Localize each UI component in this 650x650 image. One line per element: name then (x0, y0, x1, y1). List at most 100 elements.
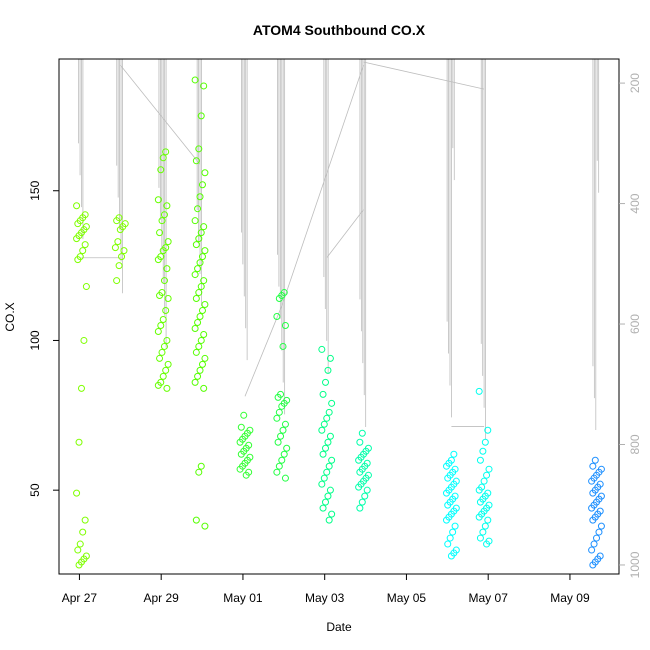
data-point (118, 253, 126, 261)
data-point (76, 540, 84, 548)
data-point (323, 468, 331, 476)
data-point (194, 205, 202, 213)
data-point (240, 411, 248, 419)
y-tick-label: 100 (28, 330, 42, 350)
data-point (320, 420, 328, 428)
data-point (475, 486, 483, 494)
y-tick-label: 50 (28, 483, 42, 497)
data-point (443, 462, 451, 470)
data-point (328, 510, 336, 518)
data-point (194, 372, 202, 380)
data-point (319, 450, 327, 458)
data-point (80, 336, 88, 344)
data-point (162, 307, 170, 315)
data-point (197, 462, 205, 470)
data-point (475, 513, 483, 521)
data-point (200, 277, 208, 285)
data-point (163, 202, 171, 210)
data-point (483, 540, 491, 548)
data-point (162, 148, 170, 156)
data-point (273, 313, 281, 320)
data-point (355, 483, 363, 491)
data-point (281, 321, 289, 329)
data-point (320, 474, 328, 482)
data-point (237, 450, 245, 458)
data-point (201, 247, 209, 255)
data-point (201, 522, 209, 530)
data-point (274, 438, 282, 446)
data-point (325, 408, 333, 416)
y2-tick-label: 200 (628, 73, 642, 93)
data-point (476, 534, 484, 542)
data-point (279, 342, 287, 350)
data-point (75, 561, 83, 569)
data-point (476, 456, 484, 464)
data-point (323, 414, 331, 422)
data-point (197, 112, 205, 120)
data-point (476, 498, 484, 506)
data-point (196, 259, 204, 267)
data-point (446, 534, 454, 542)
data-point (159, 154, 167, 162)
data-point (322, 378, 330, 386)
x-tick-label: Apr 27 (62, 591, 98, 605)
data-point (77, 384, 85, 392)
data-point (191, 378, 199, 386)
data-point (191, 76, 199, 84)
data-point (198, 307, 206, 315)
pressure-transect-line (363, 61, 485, 90)
y-axis: 50 100 150 (28, 180, 59, 497)
pressure-transect-line (120, 64, 201, 165)
data-point (75, 438, 83, 446)
data-point (113, 277, 121, 285)
data-point (111, 244, 119, 252)
data-point (115, 262, 123, 270)
y2-axis: 200 400 600 800 1000 (619, 73, 642, 578)
x-tick-label: May 07 (469, 591, 509, 605)
x-tick-label: May 09 (550, 591, 590, 605)
data-point (444, 540, 452, 548)
data-point (444, 474, 452, 482)
data-point (280, 450, 288, 458)
data-point (163, 384, 171, 392)
data-point (82, 283, 90, 291)
data-point (198, 181, 206, 189)
data-point (74, 256, 82, 264)
data-point (191, 271, 199, 279)
data-point (324, 492, 332, 500)
data-point (74, 546, 82, 554)
data-point (73, 235, 81, 243)
data-point (590, 540, 598, 548)
data-point (164, 295, 172, 303)
data-point (158, 217, 166, 225)
data-point (192, 295, 200, 303)
y-axis-label: CO.X (3, 302, 17, 331)
data-point (328, 456, 336, 464)
data-point (483, 471, 491, 479)
data-point (356, 468, 364, 476)
data-point (588, 504, 596, 512)
data-point (200, 82, 208, 90)
data-point (356, 438, 364, 446)
y2-tick-label: 800 (628, 434, 642, 454)
data-point (73, 489, 81, 497)
data-point (195, 145, 203, 153)
data-point (322, 498, 330, 506)
y-tick-label: 150 (28, 180, 42, 200)
data-point (196, 193, 204, 201)
data-point (481, 522, 489, 530)
data-point (164, 360, 172, 368)
data-point (322, 444, 330, 452)
data-point (358, 429, 366, 437)
x-axis: Apr 27 Apr 29 May 01 May 03 May 05 May 07 May … (62, 573, 590, 605)
data-point (157, 321, 165, 329)
data-point (159, 315, 167, 323)
pressure-transect-line (281, 64, 364, 307)
data-point (363, 486, 371, 494)
data-point (485, 465, 493, 473)
pressure-transect-line (326, 209, 364, 259)
data-point (73, 202, 81, 210)
x-tick-label: Apr 29 (144, 591, 180, 605)
data-point (160, 211, 168, 219)
